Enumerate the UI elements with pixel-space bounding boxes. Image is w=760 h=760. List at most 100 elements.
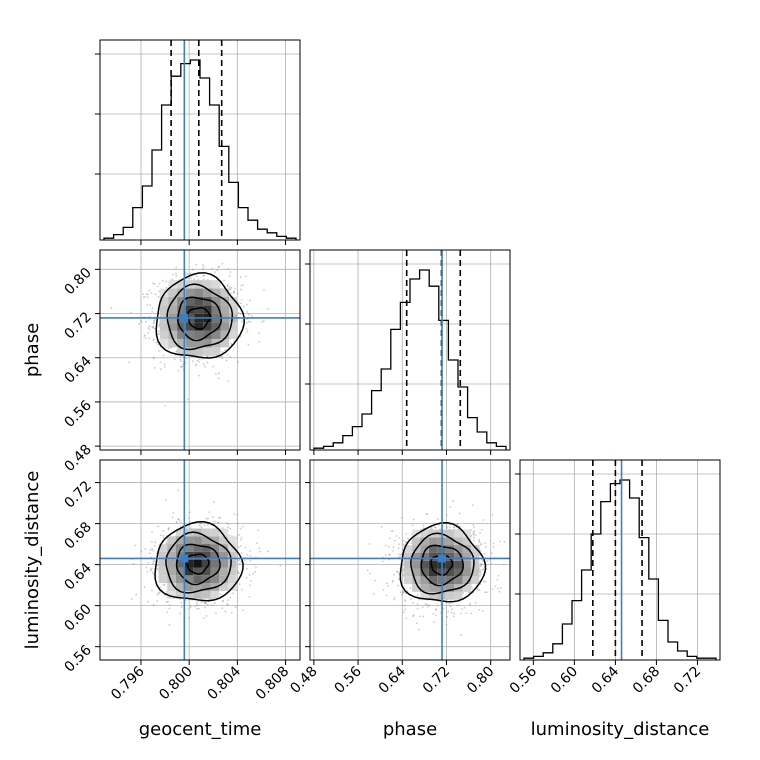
scatter-point	[499, 540, 502, 543]
hist-bin	[152, 150, 162, 240]
density-cell	[412, 576, 421, 585]
scatter-point	[184, 361, 187, 364]
scatter-point	[193, 605, 196, 608]
scatter-point	[460, 612, 462, 615]
scatter-point	[480, 573, 483, 576]
panel-hist-phase	[305, 249, 511, 455]
scatter-point	[479, 574, 481, 577]
density-cell	[220, 296, 230, 306]
scatter-point	[162, 279, 164, 282]
density-cell	[454, 552, 463, 561]
density-cell	[445, 537, 455, 546]
density-cell	[412, 552, 421, 561]
density-cell	[229, 305, 238, 314]
scatter-point	[221, 600, 224, 602]
hist-bin	[343, 436, 353, 450]
scatter-point	[473, 530, 476, 532]
scatter-point	[397, 553, 400, 556]
density-cell	[158, 575, 168, 584]
scatter-point	[187, 607, 190, 610]
scatter-point	[110, 307, 113, 309]
scatter-point	[156, 333, 159, 335]
density-cell	[201, 528, 211, 537]
scatter-point	[167, 347, 170, 350]
scatter-point	[417, 628, 420, 631]
scatter-point	[191, 268, 194, 271]
scatter-point	[196, 275, 198, 278]
scatter-point	[391, 579, 394, 582]
scatter-point	[227, 526, 229, 529]
scatter-point	[410, 598, 413, 600]
scatter-point	[239, 527, 242, 530]
hist-bin	[448, 360, 458, 450]
scatter-point	[402, 543, 405, 546]
scatter-point	[224, 610, 227, 613]
scatter-point	[384, 554, 387, 557]
density-cell	[412, 537, 421, 546]
scatter-point	[158, 282, 161, 285]
scatter-point	[166, 611, 169, 614]
scatter-point	[175, 521, 178, 524]
scatter-point	[482, 519, 485, 521]
density-cell	[175, 544, 185, 552]
scatter-point	[238, 572, 240, 575]
scatter-point	[153, 367, 156, 369]
scatter-point	[246, 330, 249, 333]
scatter-point	[239, 288, 242, 291]
scatter-point	[139, 319, 142, 322]
scatter-point	[237, 559, 240, 562]
density-cell	[168, 305, 178, 314]
density-cell	[210, 536, 220, 545]
x-tick-label: 0.64	[376, 663, 409, 696]
scatter-point	[474, 534, 477, 537]
density-cell	[167, 536, 176, 545]
x-axis-label-phase: phase	[383, 719, 437, 740]
hist-bin	[582, 570, 592, 660]
scatter-point	[267, 550, 269, 553]
density-cell	[454, 591, 463, 600]
scatter-point	[251, 314, 253, 317]
density-cell	[167, 590, 176, 599]
density-cell	[203, 338, 212, 348]
scatter-point	[168, 526, 171, 529]
scatter-point	[156, 600, 159, 602]
scatter-point	[384, 544, 387, 547]
density-cell	[194, 338, 204, 348]
scatter-point	[212, 501, 215, 504]
scatter-point	[470, 612, 473, 615]
density-cell	[177, 347, 186, 356]
density-cell	[177, 296, 186, 306]
scatter-point	[485, 546, 487, 548]
scatter-point	[196, 607, 198, 610]
scatter-point	[159, 534, 162, 537]
scatter-point	[153, 283, 156, 286]
scatter-point	[241, 525, 244, 528]
scatter-point	[482, 580, 485, 583]
scatter-point	[366, 569, 369, 572]
scatter-point	[144, 320, 147, 323]
density-cell	[211, 330, 221, 339]
scatter-point	[237, 572, 240, 574]
density-cell	[167, 567, 176, 576]
scatter-point	[214, 520, 217, 523]
scatter-point	[184, 273, 187, 276]
scatter-point	[391, 530, 394, 532]
density-cell	[220, 338, 230, 348]
scatter-point	[257, 529, 259, 532]
hist-bin	[410, 279, 420, 450]
hist-bin	[333, 443, 343, 450]
density-cell	[470, 568, 480, 577]
hist-bin	[133, 208, 143, 240]
scatter-point	[244, 546, 247, 549]
scatter-point	[234, 606, 237, 608]
scatter-point	[197, 607, 200, 610]
hist-bin	[468, 418, 478, 450]
scatter-point	[211, 604, 213, 607]
scatter-point	[479, 570, 482, 573]
hist-bin	[477, 432, 487, 450]
scatter-point	[162, 530, 165, 532]
scatter-point	[395, 535, 398, 537]
scatter-point	[147, 600, 149, 603]
density-cell	[210, 559, 220, 568]
